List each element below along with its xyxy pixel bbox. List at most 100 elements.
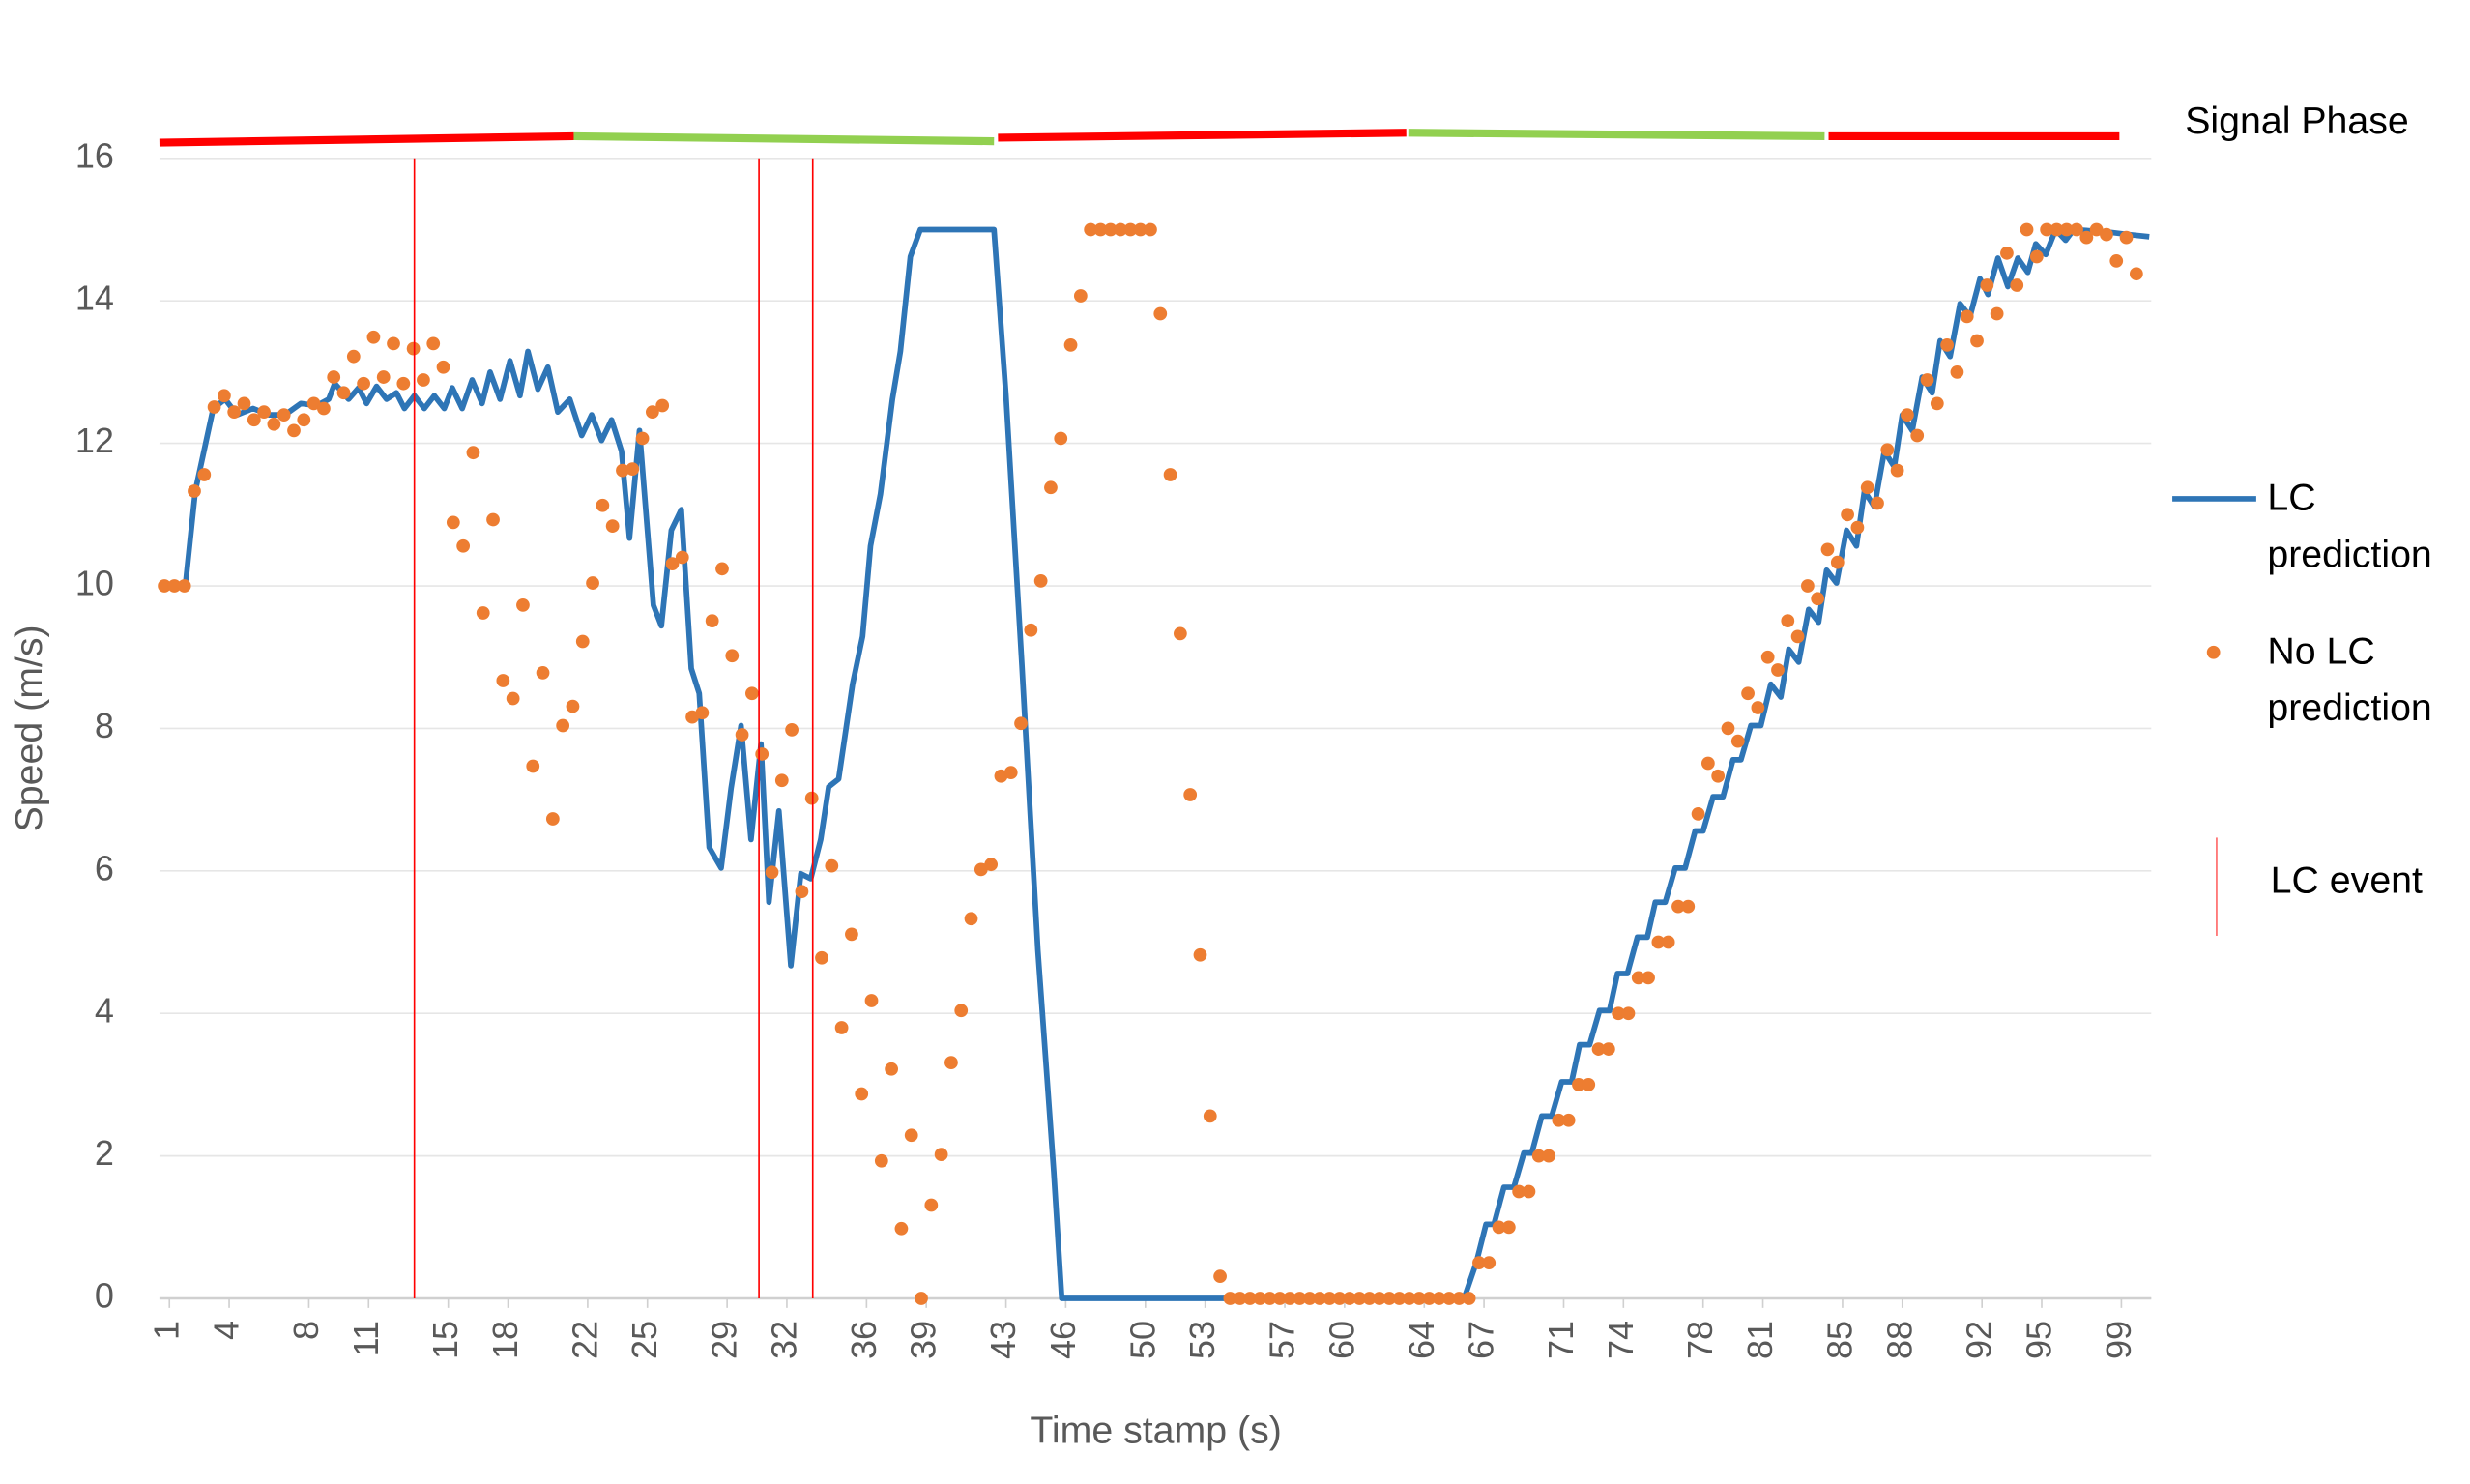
scatter-point	[745, 686, 759, 701]
x-tick-label: 22	[565, 1321, 604, 1359]
scatter-point	[1591, 1042, 1606, 1056]
scatter-point	[834, 1021, 849, 1034]
scatter-point	[685, 710, 699, 724]
scatter-point	[1054, 431, 1068, 446]
scatter-point	[735, 728, 749, 742]
scatter-point	[476, 606, 490, 620]
scatter-point	[1561, 1113, 1576, 1127]
scatter-point	[1173, 626, 1187, 641]
scatter-point	[1472, 1256, 1486, 1270]
scatter-point	[1572, 1078, 1585, 1091]
scatter-point	[1462, 1292, 1476, 1305]
scatter-point	[1123, 222, 1138, 237]
scatter-point	[1631, 971, 1645, 985]
scatter-point	[924, 1198, 939, 1212]
scatter-point	[496, 674, 510, 687]
signal-phase-bar	[573, 131, 995, 146]
x-tick-label: 81	[1740, 1321, 1780, 1359]
scatter-point	[2049, 222, 2064, 237]
scatter-point	[387, 336, 400, 351]
scatter-point	[396, 376, 411, 391]
x-tick-label: 4	[207, 1321, 247, 1340]
scatter-point	[934, 1148, 948, 1162]
scatter-point	[237, 396, 251, 411]
scatter-point	[1442, 1292, 1456, 1305]
scatter-point	[954, 1004, 969, 1018]
scatter-point	[1412, 1292, 1426, 1305]
scatter-point	[1841, 508, 1854, 522]
scatter-point	[1422, 1292, 1437, 1305]
scatter-point	[1024, 623, 1038, 637]
scatter-point	[1332, 1292, 1347, 1305]
scatter-point	[1501, 1220, 1516, 1235]
scatter-point	[1910, 428, 1925, 443]
scatter-point	[1681, 899, 1696, 914]
scatter-point	[1283, 1292, 1297, 1305]
x-tick-label: 71	[1541, 1321, 1581, 1359]
legend-entry: No LC prediction	[2267, 630, 2431, 730]
scatter-point	[536, 666, 550, 680]
x-tick-label: 15	[425, 1321, 465, 1359]
scatter-point	[1003, 766, 1018, 779]
scatter-point	[1322, 1292, 1337, 1305]
scatter-point	[526, 759, 540, 773]
scatter-point	[566, 699, 580, 713]
scatter-point	[1362, 1292, 1377, 1305]
scatter-point	[287, 423, 301, 438]
scatter-point	[825, 858, 839, 873]
scatter-point	[545, 812, 560, 826]
scatter-point	[1661, 935, 1675, 949]
legend-entry: LC prediction	[2267, 477, 2431, 576]
scatter-point	[456, 538, 471, 553]
scatter-point	[2010, 278, 2024, 292]
scatter-point	[885, 1062, 898, 1076]
scatter-point	[1482, 1256, 1497, 1270]
legend-dot	[2206, 645, 2221, 659]
scatter-point	[1642, 971, 1655, 985]
scatter-point	[2109, 254, 2124, 268]
scatter-point	[2029, 249, 2044, 264]
line-series	[169, 226, 2150, 1301]
scatter-point	[1531, 1149, 1546, 1163]
y-tick-label: 0	[95, 1276, 114, 1316]
scatter-point	[1970, 334, 1984, 348]
x-tick-label: 29	[705, 1321, 744, 1359]
scatter-point	[376, 370, 391, 384]
scatter-point	[327, 370, 341, 384]
x-axis-title: Time stamp (s)	[1030, 1410, 1282, 1452]
scatter-point	[1432, 1292, 1446, 1305]
x-tick-label: 32	[764, 1321, 803, 1359]
scatter-point	[1302, 1292, 1317, 1305]
scatter-point	[904, 1128, 918, 1143]
signal-phase-label: Signal Phase	[2185, 100, 2409, 142]
scatter-point	[317, 401, 331, 416]
scatter-point	[1930, 396, 1944, 411]
scatter-point	[516, 598, 530, 612]
scatter-point	[1203, 1109, 1217, 1123]
scatter-point	[197, 468, 212, 481]
scatter-point	[1700, 756, 1715, 771]
y-tick-label: 14	[75, 278, 114, 318]
scatter-point	[2020, 222, 2034, 237]
scatter-point	[1771, 663, 1785, 677]
scatter-point	[984, 858, 999, 872]
scatter-point	[586, 576, 599, 590]
scatter-point	[1730, 734, 1745, 748]
scatter-point	[336, 386, 351, 400]
scatter-point	[426, 336, 441, 351]
scatter-point	[297, 413, 311, 427]
scatter-point	[1084, 222, 1098, 237]
y-tick-label: 16	[75, 135, 114, 175]
scatter-point	[1582, 1078, 1596, 1091]
y-tick-label: 10	[75, 564, 114, 603]
scatter-point	[1890, 463, 1904, 478]
scatter-point	[715, 562, 729, 576]
scatter-point	[575, 634, 590, 649]
scatter-point	[218, 389, 231, 403]
scatter-point	[1093, 222, 1108, 237]
x-tick-label: 46	[1043, 1321, 1083, 1359]
scatter-point	[406, 341, 421, 356]
scatter-point	[1352, 1292, 1367, 1305]
